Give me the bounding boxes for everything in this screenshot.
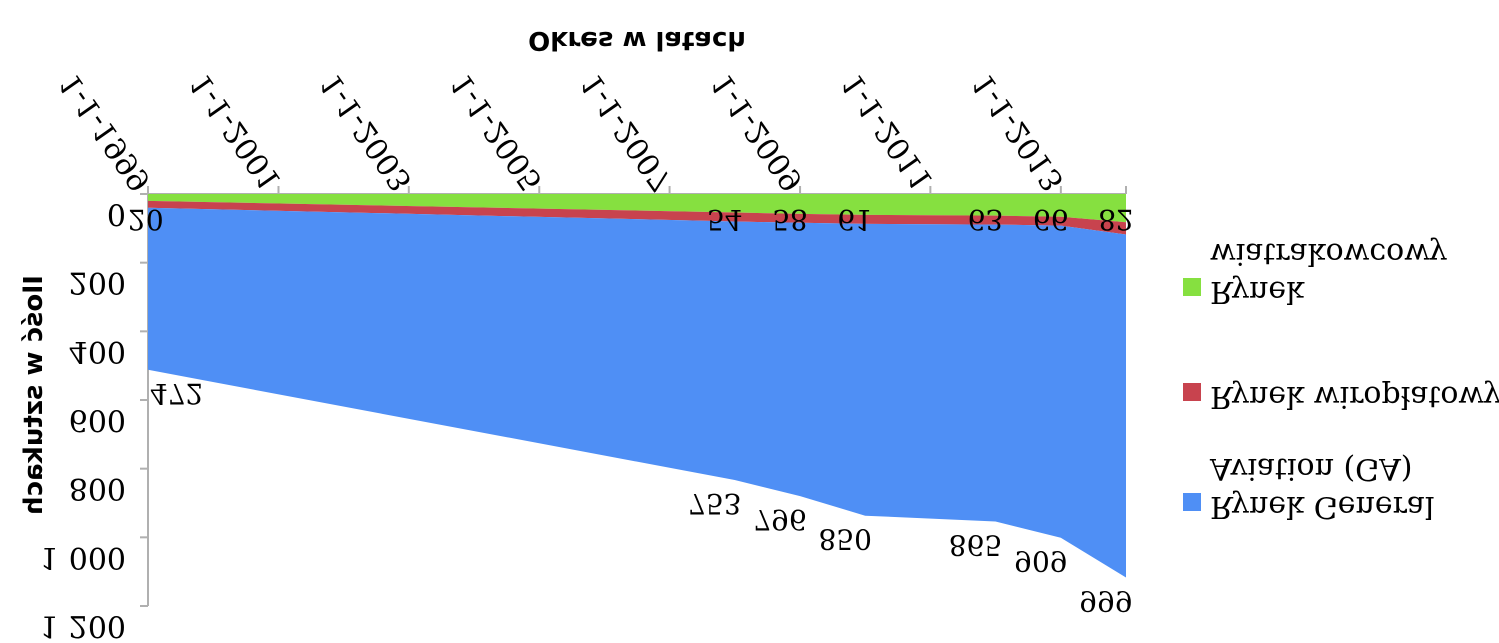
data-label-wiatrakowcowy: 66 [1033,203,1069,236]
y-tick-label: 600 [69,402,126,437]
area-rynek-general-aviation-ga- [148,207,1126,578]
legend-label: Aviation (GA) [1209,451,1413,486]
data-label-wiatrakowcowy: 54 [707,203,743,236]
data-label-wiatrakowcowy: 61 [837,203,873,236]
area-rynek-wirop-atowy [148,200,1126,235]
x-tick-label: 1-1-2001 [183,67,289,197]
data-labels: 472 20 753 54 796 58 850 61 865 63 909 66 999 82 [128,203,1134,618]
legend-item: Rynek wiropłatowy [1183,379,1499,414]
x-tick-labels: 1-1-1999 1-1-2001 1-1-2003 1-1-2005 1-1-2007… [53,67,1072,197]
x-tick-label: 1-1-2009 [705,67,811,197]
axis-titles: Okres w latach Ilość w sztukach [19,25,746,515]
data-label-ga: 796 [753,503,806,536]
data-label-ga: 850 [818,523,871,556]
y-tick-label: 1 200 [40,608,126,643]
y-tick-label: 200 [69,265,126,300]
x-tick-label: 1-1-1999 [53,67,159,197]
data-label-ga: 865 [949,529,1002,562]
y-tick-labels: 0 200 400 600 800 1 000 1 200 [40,196,126,643]
y-axis-title: Ilość w sztukach [19,275,49,515]
legend-label: Rynek wiropłatowy [1210,379,1499,414]
y-tick-label: 1 000 [40,539,126,574]
legend-label: Rynek [1210,274,1305,309]
plot-areas [148,194,1126,578]
x-tick-label: 1-1-2013 [965,67,1071,197]
data-label-ga: 472 [150,377,203,410]
y-tick-label: 400 [69,333,126,368]
x-axis-title: Okres w latach [528,25,746,55]
data-label-ga: 753 [688,487,741,520]
y-tick-label: 0 [107,196,126,231]
x-tick-label: 1-1-2003 [313,67,419,197]
legend-swatch [1183,278,1201,296]
legend-swatch [1183,493,1201,511]
data-label-wiatrakowcowy: 20 [128,203,164,236]
data-label-ga: 999 [1079,585,1132,618]
legend-label: wiatrakowcowy [1210,236,1447,271]
y-tick-label: 800 [69,471,126,506]
x-tick-label: 1-1-2007 [574,67,680,197]
data-label-wiatrakowcowy: 63 [968,203,1004,236]
legend-label: Rynek General [1210,489,1434,524]
data-label-wiatrakowcowy: 82 [1098,203,1134,236]
area-rynek-wiatrakowcowy [148,194,1126,223]
x-tick-label: 1-1-2005 [444,67,550,197]
legend-swatch [1183,383,1201,401]
x-tick-label: 1-1-2011 [835,67,941,197]
data-label-ga: 909 [1014,545,1067,578]
data-label-wiatrakowcowy: 58 [772,203,808,236]
